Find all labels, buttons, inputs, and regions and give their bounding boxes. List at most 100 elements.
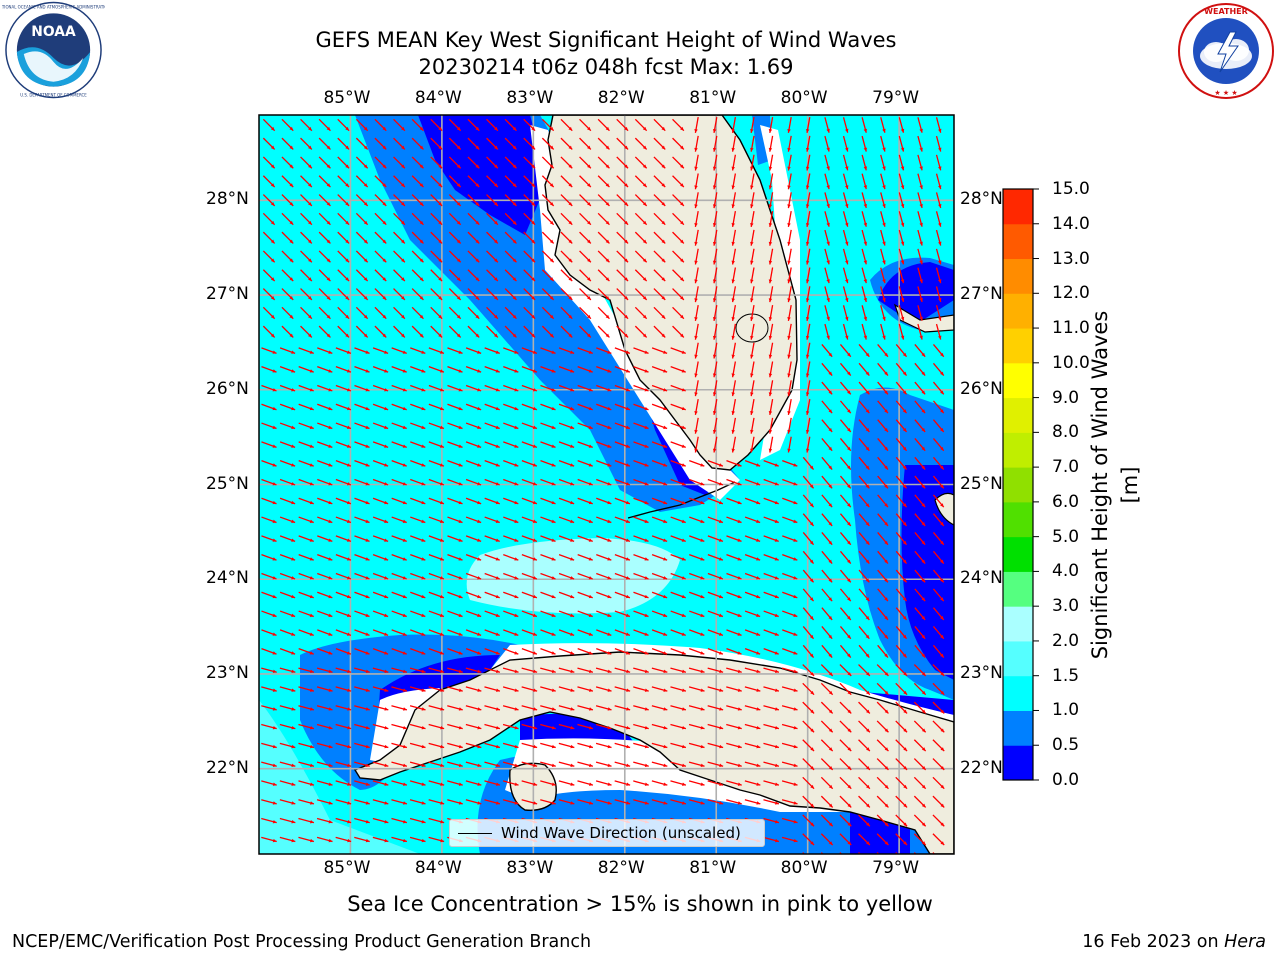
wind-wave-arrow (503, 384, 519, 392)
wind-wave-arrow (768, 323, 774, 340)
wind-wave-arrow (560, 306, 573, 320)
wind-wave-arrow (430, 269, 443, 282)
wind-wave-arrow (596, 441, 612, 448)
wind-wave-arrow (579, 194, 592, 207)
wind-wave-arrow (750, 436, 755, 453)
wind-wave-arrow (689, 460, 705, 467)
wind-wave-arrow (782, 572, 798, 580)
wind-wave-arrow (391, 856, 406, 861)
wind-wave-arrow (689, 497, 705, 505)
wind-wave-arrow (914, 494, 926, 508)
wind-wave-arrow (521, 610, 538, 618)
wind-wave-arrow (372, 648, 389, 655)
wind-wave-arrow (731, 211, 737, 227)
wind-wave-arrow (262, 137, 276, 150)
wind-wave-arrow (316, 761, 333, 768)
wind-wave-arrow (839, 626, 852, 640)
wind-wave-arrow (354, 648, 370, 655)
wind-wave-arrow (768, 117, 774, 133)
wind-wave-arrow (670, 347, 686, 354)
wind-wave-arrow (540, 723, 556, 730)
wind-wave-arrow (712, 135, 718, 152)
wind-wave-arrow (935, 323, 942, 340)
wind-wave-arrow (670, 610, 686, 618)
wind-wave-arrow (839, 532, 852, 546)
wind-wave-arrow (913, 701, 927, 714)
wind-wave-arrow (484, 610, 500, 618)
wind-wave-arrow (726, 667, 742, 674)
wind-wave-arrow (633, 761, 649, 768)
wind-wave-arrow (298, 516, 314, 524)
wind-wave-arrow (596, 648, 612, 655)
wind-wave-arrow (354, 497, 370, 505)
wind-wave-arrow (337, 231, 350, 244)
wind-wave-arrow (521, 572, 538, 580)
wind-wave-arrow (858, 400, 870, 414)
wind-wave-arrow (261, 366, 277, 373)
wind-wave-arrow (577, 516, 593, 524)
wind-wave-arrow (839, 494, 852, 508)
wind-wave-arrow (428, 629, 445, 636)
wind-wave-arrow (484, 742, 501, 749)
wind-wave-arrow (782, 629, 798, 636)
wind-wave-arrow (484, 554, 500, 561)
colorbar-label: 12.0 (1052, 283, 1090, 304)
wind-wave-arrow (614, 799, 631, 805)
wind-wave-arrow (824, 135, 830, 152)
wind-wave-arrow (689, 535, 705, 542)
wind-wave-arrow (782, 497, 798, 505)
wind-wave-arrow (917, 154, 923, 171)
wind-wave-arrow (318, 212, 331, 226)
wind-wave-arrow (712, 154, 718, 171)
wind-wave-arrow (768, 267, 774, 284)
wind-wave-arrow (787, 211, 792, 227)
wind-wave-arrow (261, 441, 277, 448)
lat-tick-right: 22°N (960, 757, 1003, 778)
wind-wave-arrow (318, 118, 331, 132)
wind-wave-arrow (279, 441, 296, 448)
wind-wave-arrow (898, 154, 905, 171)
wind-wave-arrow (858, 438, 870, 452)
wind-wave-arrow (750, 380, 755, 397)
wind-wave-arrow (821, 344, 833, 358)
wind-wave-arrow (932, 626, 945, 640)
wind-wave-arrow (689, 478, 705, 486)
wind-wave-arrow (577, 347, 593, 354)
wind-wave-arrow (596, 384, 612, 392)
wind-wave-arrow (279, 667, 296, 674)
wind-wave-arrow (484, 705, 501, 711)
wind-wave-arrow (391, 836, 408, 843)
wind-wave-arrow (750, 342, 755, 359)
wind-wave-arrow (523, 194, 536, 207)
wind-wave-arrow (465, 667, 482, 674)
wind-wave-arrow (895, 626, 908, 640)
wind-wave-arrow (502, 780, 519, 786)
lon-tick-top: 83°W (506, 88, 554, 108)
wind-wave-arrow (839, 475, 852, 489)
wind-wave-arrow (876, 776, 889, 790)
wind-wave-arrow (781, 836, 798, 843)
wind-wave-arrow (913, 664, 927, 677)
wind-wave-arrow (781, 761, 798, 768)
wind-wave-arrow (707, 497, 724, 505)
wind-wave-arrow (354, 516, 370, 524)
wind-wave-arrow (932, 607, 945, 621)
wind-wave-arrow (694, 154, 699, 171)
wind-wave-arrow (335, 799, 352, 805)
wind-wave-arrow (393, 306, 406, 320)
wind-wave-arrow (694, 286, 699, 303)
wind-wave-arrow (782, 610, 798, 618)
wind-wave-arrow (577, 667, 594, 674)
wind-wave-arrow (428, 422, 445, 430)
wind-wave-arrow (670, 723, 687, 730)
wind-wave-arrow (558, 591, 575, 599)
lon-tick-bottom: 80°W (780, 858, 828, 878)
wind-wave-arrow (560, 250, 573, 263)
wind-wave-arrow (335, 667, 352, 674)
wind-wave-arrow (317, 422, 333, 430)
wind-wave-arrow (707, 610, 724, 618)
wind-wave-arrow (895, 833, 908, 846)
wind-wave-arrow (558, 516, 575, 524)
wind-wave-arrow (694, 267, 699, 284)
wind-wave-arrow (466, 856, 481, 861)
